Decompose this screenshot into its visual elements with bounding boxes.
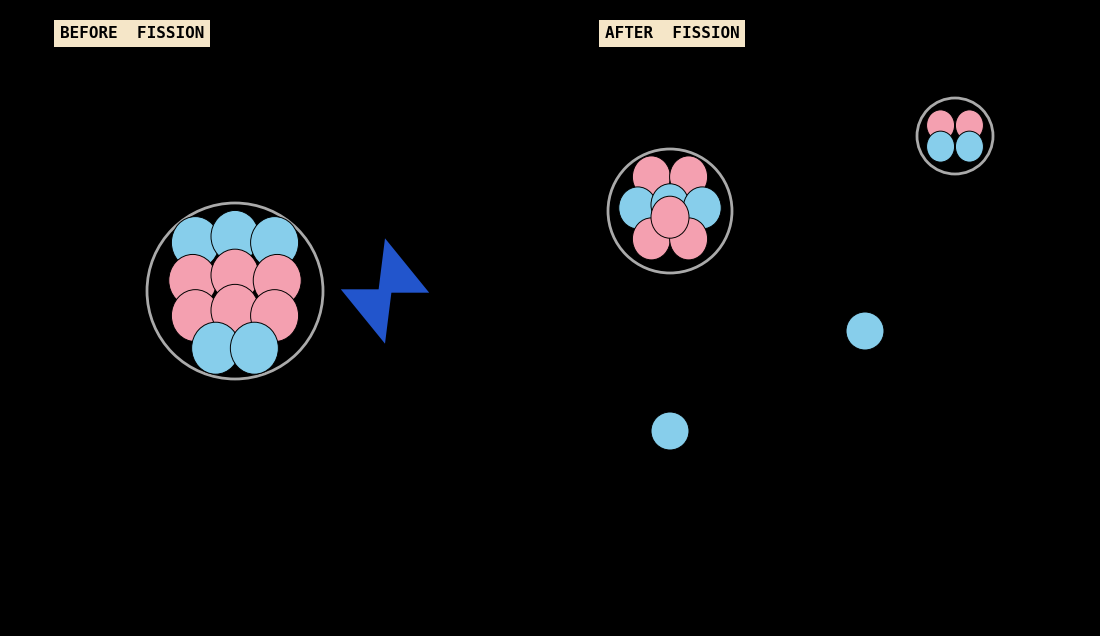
Circle shape <box>651 412 689 450</box>
Ellipse shape <box>632 218 670 260</box>
Ellipse shape <box>683 187 722 229</box>
Circle shape <box>608 149 732 273</box>
Ellipse shape <box>651 196 689 238</box>
Ellipse shape <box>172 289 219 342</box>
Ellipse shape <box>956 131 983 162</box>
Text: BEFORE  FISSION: BEFORE FISSION <box>60 26 205 41</box>
Ellipse shape <box>168 254 217 307</box>
Ellipse shape <box>670 156 707 198</box>
Ellipse shape <box>251 289 298 342</box>
Ellipse shape <box>191 322 240 374</box>
Ellipse shape <box>926 110 955 141</box>
Circle shape <box>917 98 993 174</box>
Ellipse shape <box>251 217 298 268</box>
Ellipse shape <box>172 217 219 268</box>
Ellipse shape <box>211 211 258 263</box>
Ellipse shape <box>651 184 689 226</box>
Ellipse shape <box>230 322 278 374</box>
Ellipse shape <box>211 249 258 301</box>
Ellipse shape <box>956 110 983 141</box>
Ellipse shape <box>211 284 258 336</box>
Ellipse shape <box>253 254 301 307</box>
Circle shape <box>846 312 884 350</box>
Polygon shape <box>341 289 392 343</box>
Polygon shape <box>378 238 429 293</box>
Text: AFTER  FISSION: AFTER FISSION <box>605 26 739 41</box>
Ellipse shape <box>926 131 955 162</box>
Ellipse shape <box>632 156 670 198</box>
Circle shape <box>147 203 323 379</box>
Ellipse shape <box>670 218 707 260</box>
Ellipse shape <box>619 187 657 229</box>
